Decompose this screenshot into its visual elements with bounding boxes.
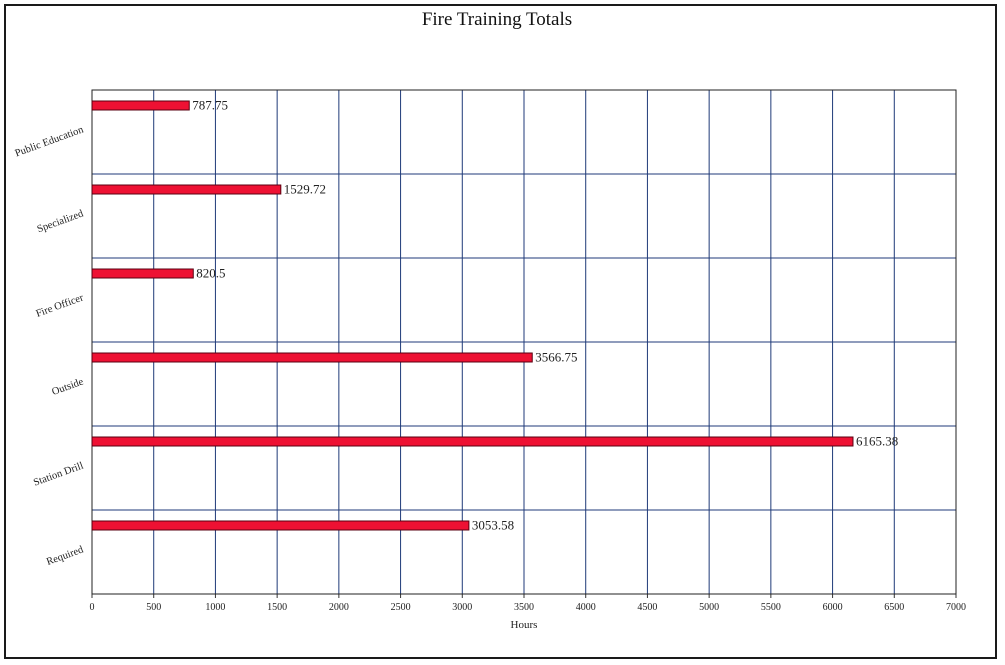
chart-title: Fire Training Totals bbox=[422, 9, 572, 30]
x-tick-label: 3500 bbox=[514, 602, 534, 613]
bar bbox=[91, 352, 533, 363]
bar-data-label: 1529.72 bbox=[284, 182, 326, 197]
x-tick-label: 1000 bbox=[205, 602, 225, 613]
plot-border bbox=[91, 89, 957, 595]
x-tick-label: 1500 bbox=[267, 602, 287, 613]
plot-area: 0 500 1000 1500 2000 2500 3000 3500 4000 4500 5000… bbox=[14, 89, 966, 613]
bar bbox=[91, 436, 854, 447]
category-label: Fire Officer bbox=[35, 292, 86, 319]
bar bbox=[91, 184, 282, 195]
x-tick-label: 3000 bbox=[452, 602, 472, 613]
bar bbox=[91, 520, 470, 531]
bar-data-label: 6165.38 bbox=[856, 434, 898, 449]
x-tick-label: 6000 bbox=[823, 602, 843, 613]
x-tick-label: 4000 bbox=[576, 602, 596, 613]
x-axis-label: Hours bbox=[511, 619, 538, 631]
x-tick-label: 5500 bbox=[761, 602, 781, 613]
category-label: Public Education bbox=[14, 124, 86, 159]
category-label: Required bbox=[45, 544, 86, 568]
bar-data-label: 787.75 bbox=[192, 98, 228, 113]
bar bbox=[91, 268, 194, 279]
bar bbox=[91, 100, 190, 111]
x-tick-label: 500 bbox=[146, 602, 161, 613]
chart-frame bbox=[4, 4, 997, 659]
x-tick-label: 2000 bbox=[329, 602, 349, 613]
category-label: Outside bbox=[51, 376, 86, 398]
x-tick-label: 6500 bbox=[884, 602, 904, 613]
bar-data-label: 820.5 bbox=[196, 266, 225, 281]
x-tick-label: 2500 bbox=[391, 602, 411, 613]
x-tick-label: 7000 bbox=[946, 602, 966, 613]
x-tick-label: 0 bbox=[90, 602, 95, 613]
bar-data-label: 3566.75 bbox=[535, 350, 577, 365]
category-label: Specialized bbox=[36, 208, 86, 235]
bar-data-label: 3053.58 bbox=[472, 518, 514, 533]
x-tick-label: 4500 bbox=[637, 602, 657, 613]
category-label: Station Drill bbox=[32, 460, 85, 488]
x-tick-label: 5000 bbox=[699, 602, 719, 613]
